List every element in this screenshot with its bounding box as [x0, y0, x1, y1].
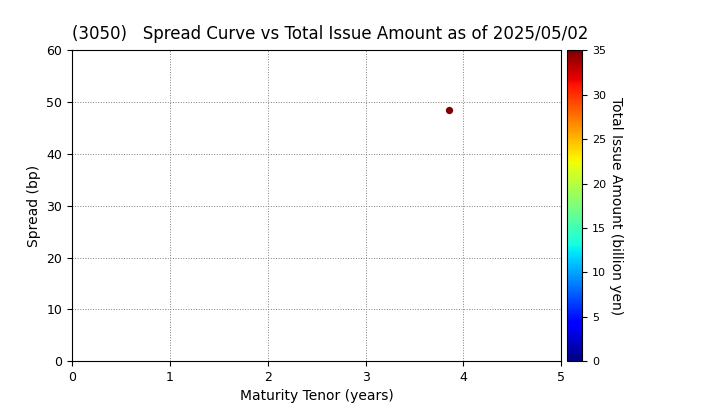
Y-axis label: Spread (bp): Spread (bp) — [27, 165, 41, 247]
Text: (3050)   Spread Curve vs Total Issue Amount as of 2025/05/02: (3050) Spread Curve vs Total Issue Amoun… — [72, 25, 588, 43]
Point — [443, 107, 454, 113]
Y-axis label: Total Issue Amount (billion yen): Total Issue Amount (billion yen) — [608, 97, 623, 315]
X-axis label: Maturity Tenor (years): Maturity Tenor (years) — [240, 389, 394, 404]
